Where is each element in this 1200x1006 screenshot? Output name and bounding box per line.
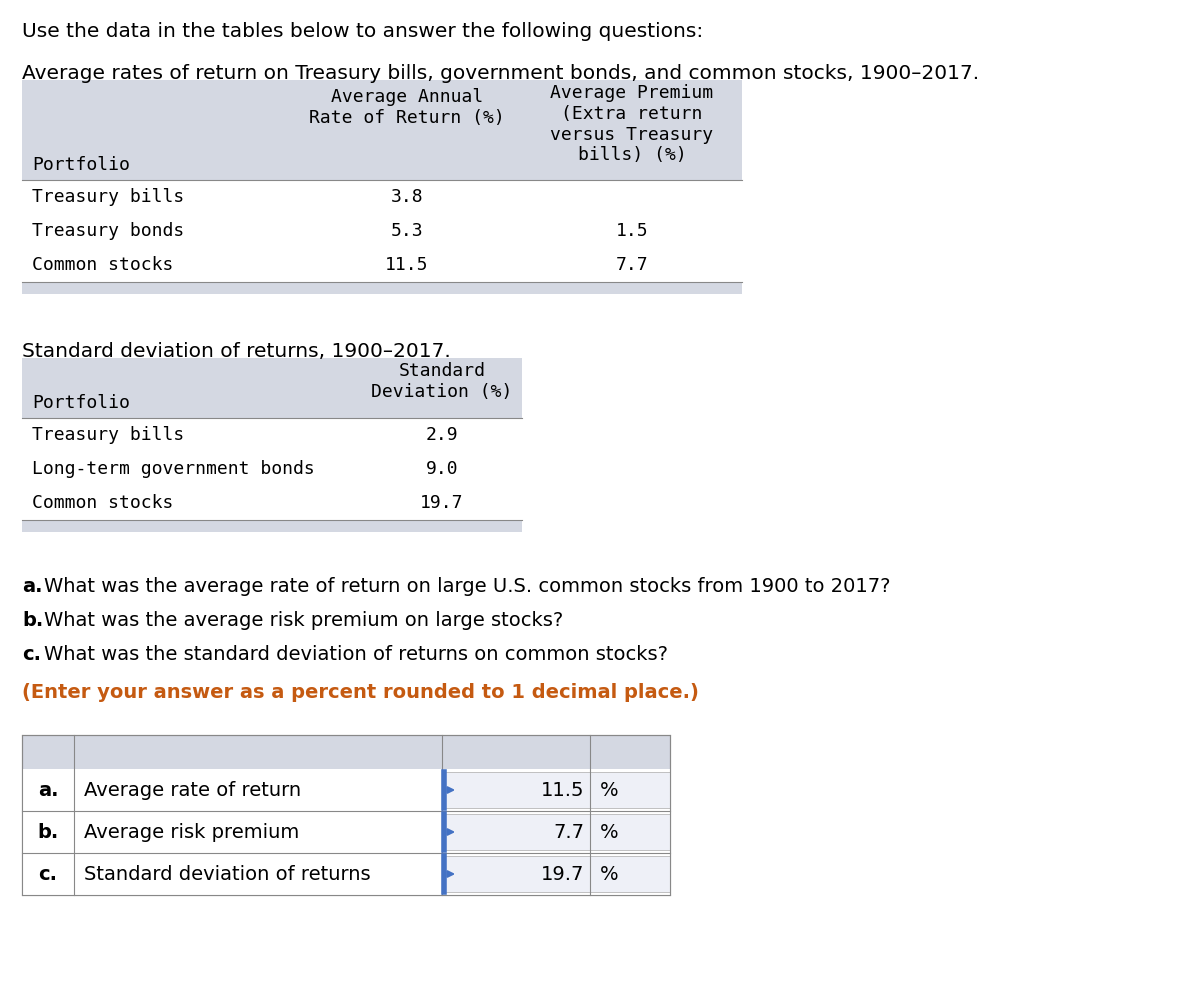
Text: c.: c. xyxy=(22,645,41,664)
Text: Common stocks: Common stocks xyxy=(32,256,173,274)
Text: a.: a. xyxy=(22,577,42,596)
Text: 9.0: 9.0 xyxy=(426,460,458,478)
Text: Portfolio: Portfolio xyxy=(32,394,130,412)
Bar xyxy=(22,214,742,248)
Text: 2.9: 2.9 xyxy=(426,426,458,444)
Text: Average Annual
Rate of Return (%): Average Annual Rate of Return (%) xyxy=(310,88,505,127)
Text: 1.5: 1.5 xyxy=(616,222,648,240)
Text: Average Premium
(Extra return
versus Treasury
bills) (%): Average Premium (Extra return versus Tre… xyxy=(551,83,714,164)
Bar xyxy=(22,853,670,895)
Bar xyxy=(22,282,742,294)
Text: Treasury bills: Treasury bills xyxy=(32,188,185,206)
Text: Treasury bills: Treasury bills xyxy=(32,426,185,444)
Text: Standard deviation of returns, 1900–2017.: Standard deviation of returns, 1900–2017… xyxy=(22,342,451,361)
Bar xyxy=(22,358,522,532)
Text: 19.7: 19.7 xyxy=(541,864,584,883)
Text: (Enter your answer as a percent rounded to 1 decimal place.): (Enter your answer as a percent rounded … xyxy=(22,683,698,702)
Text: What was the average risk premium on large stocks?: What was the average risk premium on lar… xyxy=(44,611,563,630)
Bar xyxy=(22,811,670,853)
Text: 5.3: 5.3 xyxy=(391,222,424,240)
Bar xyxy=(590,814,670,850)
Bar xyxy=(22,248,742,282)
Bar xyxy=(22,180,742,214)
Text: What was the average rate of return on large U.S. common stocks from 1900 to 201: What was the average rate of return on l… xyxy=(44,577,890,596)
Text: 7.7: 7.7 xyxy=(553,823,584,841)
Text: Average rate of return: Average rate of return xyxy=(84,781,301,800)
Bar xyxy=(590,856,670,892)
Text: Standard
Deviation (%): Standard Deviation (%) xyxy=(371,362,512,400)
Bar xyxy=(22,80,742,294)
Bar xyxy=(590,772,670,808)
Text: b.: b. xyxy=(37,823,59,841)
Text: %: % xyxy=(600,823,619,841)
Bar xyxy=(22,769,670,811)
Text: Standard deviation of returns: Standard deviation of returns xyxy=(84,864,371,883)
Text: 11.5: 11.5 xyxy=(540,781,584,800)
Bar xyxy=(22,452,522,486)
Text: Use the data in the tables below to answer the following questions:: Use the data in the tables below to answ… xyxy=(22,22,703,41)
Bar xyxy=(442,772,590,808)
Text: 19.7: 19.7 xyxy=(420,494,463,512)
Text: c.: c. xyxy=(38,864,58,883)
Text: What was the standard deviation of returns on common stocks?: What was the standard deviation of retur… xyxy=(44,645,668,664)
Bar xyxy=(442,814,590,850)
Text: Average risk premium: Average risk premium xyxy=(84,823,299,841)
Text: Common stocks: Common stocks xyxy=(32,494,173,512)
Bar xyxy=(442,856,590,892)
Text: Portfolio: Portfolio xyxy=(32,156,130,174)
Text: 11.5: 11.5 xyxy=(385,256,428,274)
Text: %: % xyxy=(600,781,619,800)
Bar xyxy=(22,735,670,895)
Text: b.: b. xyxy=(22,611,43,630)
Text: Treasury bonds: Treasury bonds xyxy=(32,222,185,240)
Text: %: % xyxy=(600,864,619,883)
Text: a.: a. xyxy=(37,781,59,800)
Text: 3.8: 3.8 xyxy=(391,188,424,206)
Bar xyxy=(22,520,522,532)
Text: 7.7: 7.7 xyxy=(616,256,648,274)
Bar xyxy=(22,486,522,520)
Text: Long-term government bonds: Long-term government bonds xyxy=(32,460,314,478)
Bar xyxy=(22,418,522,452)
Text: Average rates of return on Treasury bills, government bonds, and common stocks, : Average rates of return on Treasury bill… xyxy=(22,64,979,83)
